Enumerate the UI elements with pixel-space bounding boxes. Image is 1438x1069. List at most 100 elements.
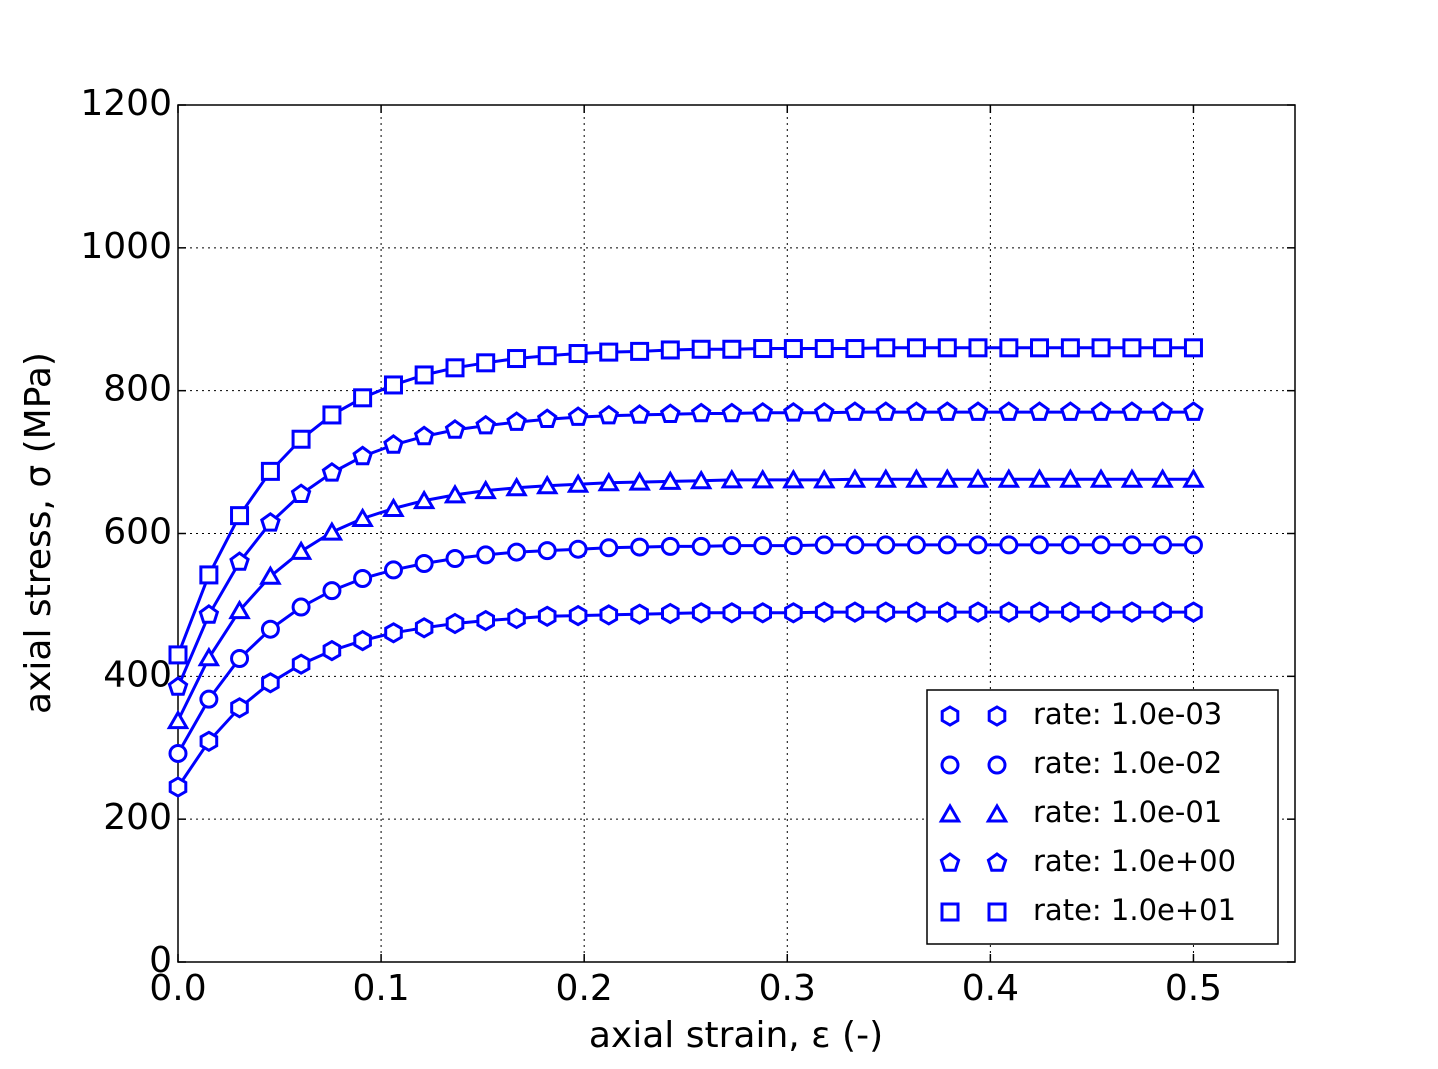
- data-point: [1060, 535, 1080, 555]
- data-point: [566, 473, 590, 493]
- data-point: [659, 403, 681, 423]
- data-point: [906, 338, 926, 358]
- data-point: [784, 602, 803, 624]
- data-point: [383, 434, 404, 454]
- data-point: [1121, 401, 1143, 421]
- data-point: [599, 342, 619, 362]
- x-tick-label: 0.1: [352, 968, 409, 1009]
- data-point: [382, 497, 405, 517]
- y-tick-label: 200: [103, 797, 172, 838]
- series-line: [176, 610, 1194, 788]
- data-point: [782, 468, 805, 489]
- data-point: [167, 676, 189, 696]
- data-point: [997, 468, 1021, 488]
- data-point: [476, 609, 495, 632]
- legend-marker: [987, 705, 1007, 727]
- y-axis-label: axial stress, σ (MPa): [18, 352, 59, 714]
- data-point: [906, 401, 927, 421]
- x-tick-label: 0.0: [149, 968, 206, 1009]
- data-point: [320, 521, 344, 541]
- data-point: [352, 445, 373, 466]
- data-point: [875, 401, 897, 421]
- data-point: [937, 338, 957, 358]
- data-point: [691, 602, 711, 624]
- data-point: [1153, 535, 1173, 555]
- data-point: [999, 338, 1019, 358]
- data-point: [291, 597, 311, 617]
- data-point: [1030, 601, 1049, 623]
- data-point: [599, 604, 619, 626]
- data-point: [935, 468, 959, 488]
- data-point: [1152, 401, 1173, 421]
- data-point: [845, 601, 865, 623]
- data-point: [536, 408, 558, 428]
- data-point: [1151, 468, 1174, 488]
- data-point: [658, 470, 682, 490]
- data-point: [322, 639, 342, 662]
- data-point: [783, 536, 803, 556]
- data-point: [628, 471, 651, 491]
- x-tick-label: 0.3: [759, 968, 816, 1009]
- data-point: [906, 535, 926, 555]
- data-point: [1061, 601, 1080, 623]
- data-point: [905, 468, 928, 488]
- legend-marker: [985, 803, 1009, 823]
- data-point: [968, 535, 988, 555]
- legend-label: rate: 1.0e-03: [1033, 697, 1222, 731]
- data-point: [383, 560, 403, 580]
- data-point: [228, 599, 251, 620]
- data-point: [937, 535, 957, 555]
- data-point: [1183, 338, 1203, 358]
- data-point: [444, 419, 466, 439]
- legend-marker: [938, 803, 962, 823]
- data-point: [691, 536, 711, 556]
- data-point: [507, 607, 526, 630]
- data-point: [845, 535, 865, 555]
- data-point: [876, 338, 896, 358]
- data-point: [414, 365, 434, 385]
- data-point: [845, 339, 865, 359]
- data-point: [199, 730, 219, 753]
- data-point: [476, 353, 496, 373]
- y-tick-label: 1200: [80, 83, 172, 124]
- y-tick-label: 1000: [80, 226, 172, 267]
- data-point: [968, 601, 988, 623]
- legend-label: rate: 1.0e-01: [1033, 795, 1222, 829]
- data-point: [414, 553, 434, 573]
- data-point: [599, 538, 619, 558]
- data-point: [291, 653, 311, 675]
- data-point: [597, 471, 620, 492]
- data-point: [874, 468, 897, 488]
- data-point: [412, 489, 436, 510]
- data-point: [938, 601, 957, 623]
- data-point: [289, 540, 313, 560]
- data-point: [505, 476, 528, 497]
- data-point: [630, 341, 650, 361]
- data-point: [630, 603, 649, 625]
- data-point: [230, 648, 250, 668]
- data-point: [999, 601, 1019, 623]
- data-point: [689, 469, 713, 490]
- data-point: [783, 401, 804, 422]
- data-point: [291, 429, 311, 449]
- data-point: [844, 401, 866, 421]
- data-point: [445, 612, 465, 635]
- data-point: [1122, 535, 1142, 555]
- data-point: [507, 542, 527, 562]
- legend-marker: [986, 852, 1008, 872]
- data-point: [630, 537, 650, 557]
- data-point: [1060, 338, 1080, 358]
- data-point: [475, 414, 496, 435]
- data-point: [229, 551, 250, 571]
- data-point: [1120, 468, 1144, 488]
- data-point: [198, 604, 220, 624]
- x-tick-label: 0.2: [556, 968, 613, 1009]
- data-point: [629, 404, 650, 424]
- data-point: [936, 401, 958, 421]
- data-point: [260, 461, 280, 481]
- data-point: [660, 536, 680, 556]
- data-point: [721, 402, 743, 423]
- legend-marker: [939, 852, 961, 872]
- data-point: [1091, 601, 1111, 623]
- y-tick-label: 400: [103, 654, 172, 695]
